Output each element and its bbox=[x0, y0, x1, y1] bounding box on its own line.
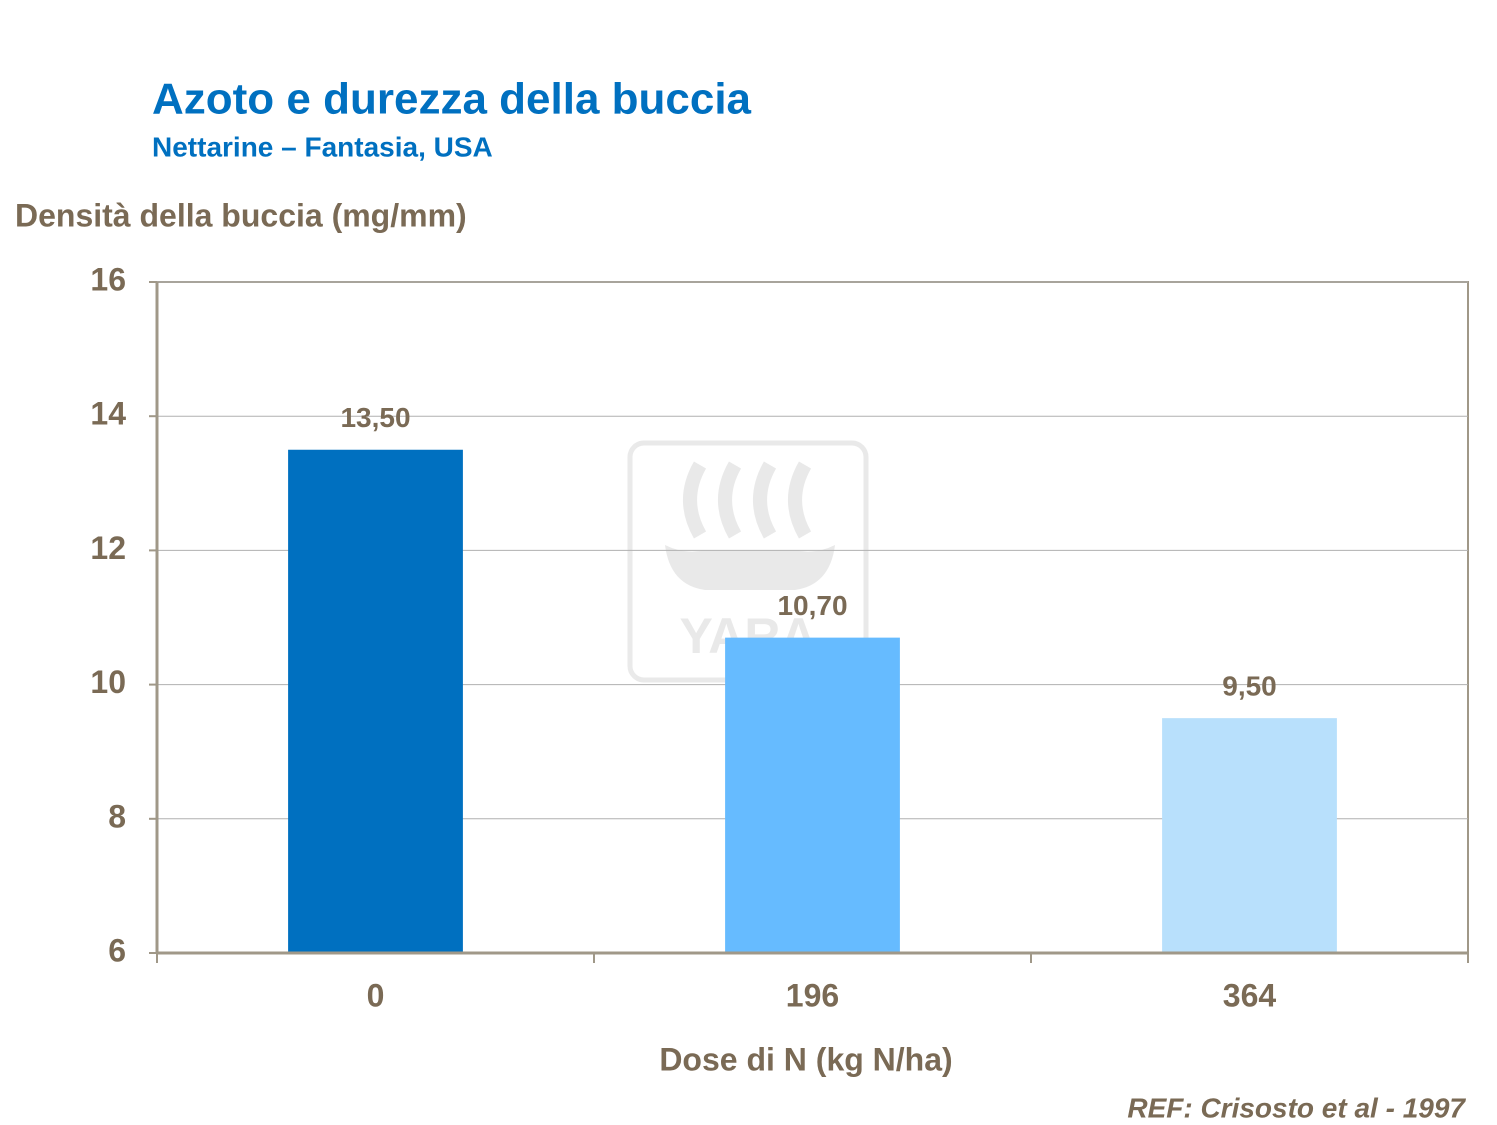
y-axis-label: Densità della buccia (mg/mm) bbox=[15, 197, 467, 233]
x-tick-label: 0 bbox=[367, 977, 385, 1013]
y-tick-label: 10 bbox=[90, 664, 126, 700]
chart-title: Azoto e durezza della buccia bbox=[152, 75, 752, 124]
value-label: 10,70 bbox=[777, 590, 847, 621]
bar bbox=[288, 449, 463, 953]
y-tick-label: 14 bbox=[90, 396, 126, 432]
bar bbox=[725, 637, 900, 953]
source-note: REF: Crisosto et al - 1997 bbox=[1127, 1092, 1466, 1123]
x-axis-label: Dose di N (kg N/ha) bbox=[659, 1041, 952, 1077]
x-tick-label: 196 bbox=[786, 977, 839, 1013]
x-tick-label: 364 bbox=[1223, 977, 1277, 1013]
y-tick-label: 8 bbox=[108, 798, 126, 834]
chart-subtitle: Nettarine – Fantasia, USA bbox=[152, 131, 493, 162]
bar bbox=[1162, 718, 1337, 953]
value-label: 13,50 bbox=[340, 402, 410, 433]
y-tick-label: 6 bbox=[108, 932, 126, 968]
y-tick-label: 12 bbox=[90, 530, 126, 566]
value-label: 9,50 bbox=[1222, 671, 1277, 702]
y-tick-label: 16 bbox=[90, 261, 126, 297]
